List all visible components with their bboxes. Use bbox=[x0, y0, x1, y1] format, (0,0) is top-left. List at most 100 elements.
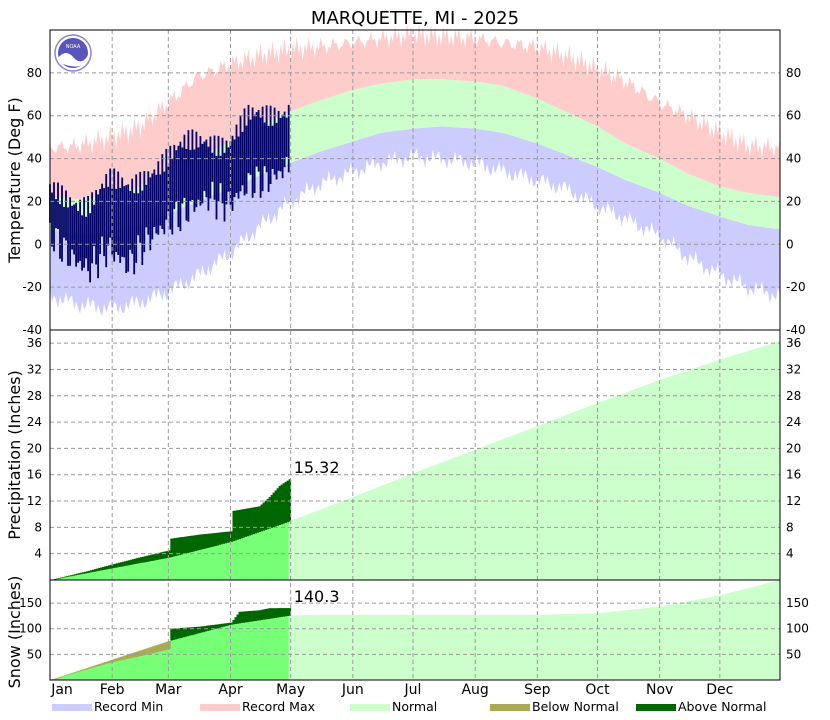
precip-above-normal-bar bbox=[94, 569, 97, 572]
snow-above-normal-bar bbox=[186, 627, 189, 637]
precip-total-label: 15.32 bbox=[294, 458, 340, 477]
snow-above-normal-bar bbox=[288, 608, 292, 616]
precip-tick-right: 24 bbox=[786, 415, 801, 429]
precip-above-normal-bar bbox=[250, 507, 253, 535]
month-label: Aug bbox=[461, 682, 488, 698]
snow-above-normal-bar bbox=[218, 624, 221, 628]
precip-above-normal-bar bbox=[278, 485, 282, 525]
snow-above-normal-bar bbox=[198, 626, 201, 634]
observed-temperature-bar bbox=[255, 112, 258, 167]
precip-tick-left: 28 bbox=[27, 389, 42, 403]
snow-above-normal-bar bbox=[276, 608, 280, 618]
precip-above-normal-bar bbox=[186, 536, 189, 554]
precip-tick-left: 36 bbox=[27, 336, 42, 350]
snow-below-normal-bar bbox=[100, 663, 103, 666]
observed-temperature-bar bbox=[225, 140, 228, 205]
precip-above-normal-bar bbox=[240, 509, 243, 539]
snow-above-normal-bar bbox=[178, 628, 181, 639]
precip-above-normal-bar bbox=[258, 506, 262, 532]
observed-temperature-bar bbox=[95, 190, 97, 265]
legend-label: Record Min bbox=[94, 699, 163, 714]
snow-above-normal-bar bbox=[250, 610, 253, 622]
snow-above-normal-bar bbox=[210, 625, 213, 630]
observed-temperature-bar bbox=[113, 168, 116, 262]
snow-below-normal-bar bbox=[120, 656, 123, 661]
precip-above-normal-bar bbox=[172, 538, 175, 557]
precip-normal-area bbox=[50, 341, 780, 580]
snow-frame bbox=[49, 579, 781, 681]
noaa-logo-bird bbox=[58, 53, 88, 67]
precip-above-normal-bar bbox=[106, 565, 109, 570]
temperature-tick-right: 80 bbox=[786, 66, 801, 80]
snow-above-normal-bar bbox=[190, 627, 193, 636]
observed-temperature-bar bbox=[141, 190, 144, 265]
precip-above-normal-bar bbox=[270, 494, 274, 528]
precip-above-normal-bar bbox=[110, 564, 113, 569]
observed-temperature-bar bbox=[263, 122, 266, 167]
chart-title: MARQUETTE, MI - 2025 bbox=[311, 8, 519, 29]
precip-above-normal-bar bbox=[162, 551, 165, 559]
snow-below-normal-bar bbox=[110, 660, 113, 663]
observed-temperature-bar bbox=[265, 105, 268, 173]
precip-tick-right: 8 bbox=[786, 520, 794, 534]
precip-above-normal-bar bbox=[102, 567, 105, 571]
observed-temperature-bar bbox=[87, 196, 89, 272]
precip-above-normal-bar bbox=[266, 498, 270, 530]
precipitation-axis-title: Precipitation (Inches) bbox=[5, 370, 24, 540]
snow-below-normal-bar bbox=[84, 668, 87, 670]
observed-temperature-bar bbox=[107, 186, 110, 246]
observed-temperature-bar bbox=[189, 149, 192, 202]
precip-above-normal-bar bbox=[254, 507, 258, 534]
observed-temperature-bar bbox=[277, 110, 280, 171]
precip-above-normal-bar bbox=[220, 532, 223, 545]
precip-above-normal-bar bbox=[90, 570, 93, 573]
observed-temperature-bar bbox=[131, 178, 134, 254]
precip-above-normal-bar bbox=[152, 554, 155, 561]
precip-above-normal-bar bbox=[194, 535, 197, 551]
snow-below-normal-bar bbox=[60, 676, 63, 678]
snow-above-normal-bar bbox=[214, 624, 217, 629]
observed-temperature-bar bbox=[73, 204, 75, 255]
temperature-tick-right: 20 bbox=[786, 194, 801, 208]
legend-item: Normal bbox=[350, 699, 437, 714]
observed-temperature-bar bbox=[153, 169, 156, 227]
snow-below-normal-bar bbox=[144, 648, 147, 655]
precip-above-normal-bar bbox=[238, 509, 241, 540]
snow-above-normal-bar bbox=[240, 611, 243, 623]
observed-temperature-bar bbox=[53, 182, 55, 252]
legend-swatch bbox=[350, 704, 390, 711]
precip-above-normal-bar bbox=[148, 555, 151, 562]
temperature-tick-right: 0 bbox=[786, 237, 794, 251]
snow-above-normal-bar bbox=[196, 626, 199, 634]
snow-above-normal-bar bbox=[226, 623, 229, 626]
legend-swatch bbox=[52, 704, 92, 711]
snow-above-normal-bar bbox=[194, 627, 197, 635]
legend-item: Record Min bbox=[52, 699, 163, 714]
snow-above-normal-bar bbox=[244, 611, 247, 623]
precip-tick-right: 4 bbox=[786, 547, 794, 561]
observed-temperature-bar bbox=[233, 139, 236, 198]
snow-below-normal-bar bbox=[70, 673, 73, 675]
snow-below-normal-bar bbox=[106, 661, 109, 664]
observed-temperature-bar bbox=[59, 204, 61, 259]
snow-above-normal-bar bbox=[260, 609, 264, 620]
snow-above-normal-bar bbox=[252, 610, 256, 622]
snow-above-normal-bar bbox=[280, 608, 284, 617]
observed-temperature-bar bbox=[67, 207, 69, 266]
precip-above-normal-bar bbox=[182, 536, 185, 555]
precip-above-normal-bar bbox=[204, 534, 207, 549]
precip-above-normal-bar bbox=[288, 479, 292, 522]
temperature-tick-left: 0 bbox=[34, 237, 42, 251]
legend-item: Below Normal bbox=[490, 699, 619, 714]
precip-above-normal-bar bbox=[82, 572, 85, 574]
observed-temperature-bar bbox=[165, 148, 168, 220]
precip-above-normal-bar bbox=[54, 579, 57, 580]
observed-temperature-bar bbox=[181, 147, 184, 204]
observed-temperature-bar bbox=[285, 117, 288, 157]
precip-above-normal-bar bbox=[122, 561, 125, 567]
precip-above-normal-bar bbox=[280, 484, 284, 525]
precip-above-normal-bar bbox=[104, 566, 107, 570]
observed-temperature-bar bbox=[283, 111, 286, 168]
observed-temperature-bar bbox=[257, 110, 260, 172]
precip-above-normal-bar bbox=[170, 538, 173, 558]
